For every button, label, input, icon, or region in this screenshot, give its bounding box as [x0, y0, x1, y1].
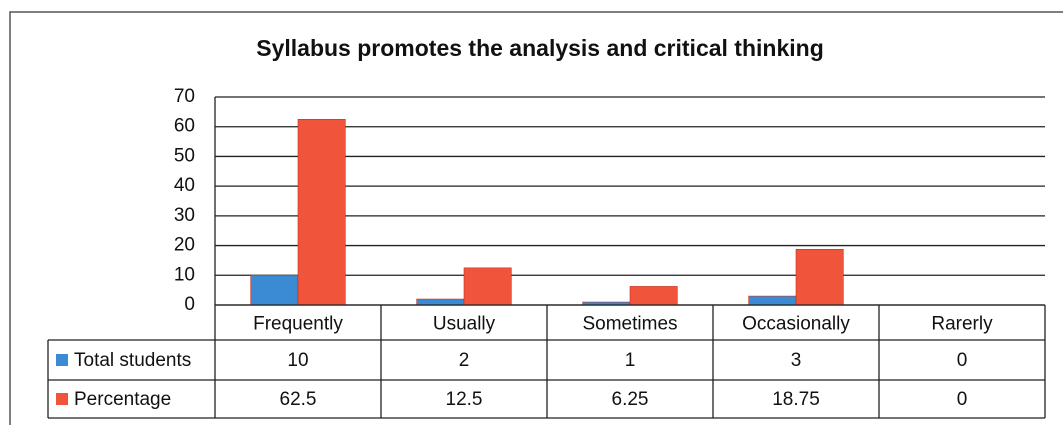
- bar: [416, 298, 465, 306]
- chart-title: Syllabus promotes the analysis and criti…: [256, 35, 824, 61]
- bar: [297, 118, 346, 306]
- y-tick-label: 20: [174, 235, 195, 256]
- legend-label: Percentage: [74, 389, 171, 410]
- table-cell: 2: [459, 350, 470, 371]
- y-tick-label: 40: [174, 175, 195, 196]
- bar: [795, 248, 844, 306]
- table-cell: 3: [791, 350, 802, 371]
- table-cell: 62.5: [280, 389, 317, 410]
- y-tick-label: 70: [174, 86, 195, 107]
- x-tick-label: Frequently: [253, 314, 343, 335]
- y-tick-label: 60: [174, 116, 195, 137]
- legend-swatch: [56, 393, 68, 405]
- x-tick-label: Rarerly: [931, 314, 993, 335]
- table-cell: 1: [625, 350, 636, 371]
- chart-frame: [9, 11, 1063, 425]
- x-tick-label: Usually: [433, 314, 496, 335]
- legend-swatch: [56, 354, 68, 366]
- table-cell: 10: [287, 350, 308, 371]
- y-tick-label: 50: [174, 145, 195, 166]
- table-cell: 12.5: [446, 389, 483, 410]
- legend-label: Total students: [74, 350, 191, 371]
- x-tick-label: Sometimes: [582, 314, 677, 335]
- y-tick-label: 10: [174, 264, 195, 285]
- x-tick-label: Occasionally: [742, 314, 850, 335]
- bar: [748, 295, 797, 306]
- table-cell: 18.75: [772, 389, 820, 410]
- y-tick-label: 30: [174, 205, 195, 226]
- table-cell: 6.25: [612, 389, 649, 410]
- table-cell: 0: [957, 389, 968, 410]
- table-cell: 0: [957, 350, 968, 371]
- bar: [250, 274, 299, 306]
- y-tick-label: 0: [184, 294, 195, 315]
- bar: [463, 267, 512, 306]
- bar: [629, 286, 678, 306]
